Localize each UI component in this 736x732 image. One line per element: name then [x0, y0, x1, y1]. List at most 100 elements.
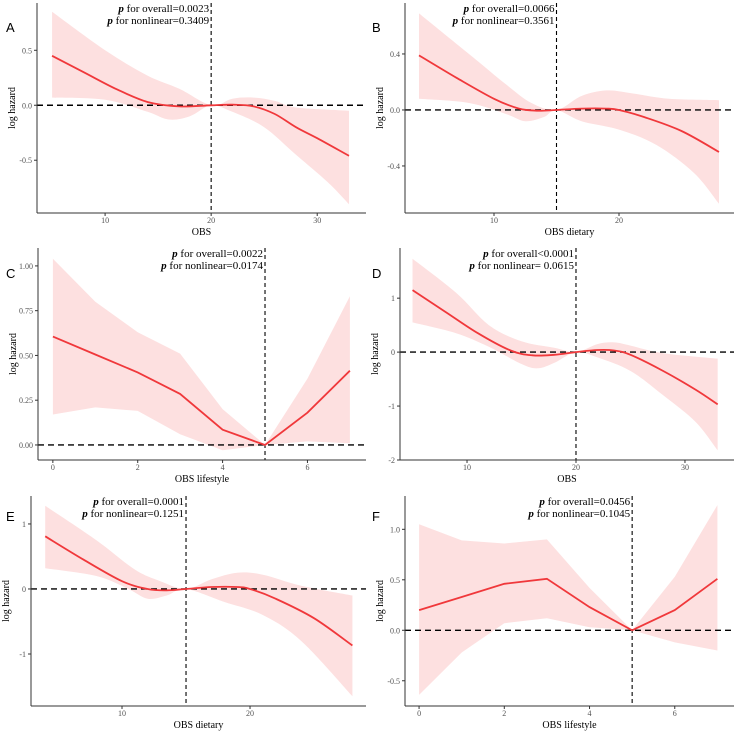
- p-symbol: p: [160, 260, 167, 272]
- hazard-curve: [418, 577, 718, 632]
- p-symbol: p: [106, 15, 113, 27]
- x-tick-label: 6: [305, 463, 309, 472]
- panel-e: 10 20 -1 0 1 OBS dietary log hazard Ep for over…: [1, 496, 366, 731]
- y-axis-title: log hazard: [375, 580, 386, 622]
- x-axis-title: OBS: [192, 227, 211, 238]
- y-tick-label: -2: [388, 456, 395, 465]
- x-tick-label: 10: [463, 463, 471, 472]
- p-value-annotation: p for nonlinear=0.1251: [81, 508, 184, 520]
- x-tick-label: 2: [502, 709, 506, 718]
- x-axis-title: OBS dietary: [174, 720, 224, 731]
- p-value-text: for overall=0.0022: [178, 248, 263, 260]
- confidence-band: [45, 505, 353, 697]
- x-tick-label: 20: [207, 216, 215, 225]
- y-axis-title: log hazard: [8, 333, 19, 375]
- hazard-curve: [51, 54, 350, 157]
- p-value-annotation: p for nonlinear=0.3409: [106, 15, 209, 27]
- y-tick-label: 0: [391, 348, 395, 357]
- p-value-annotation: p for nonlinear=0.0174: [160, 260, 263, 272]
- p-value-annotation: p for nonlinear=0.1045: [527, 508, 630, 520]
- y-tick-label: 0.5: [390, 576, 400, 585]
- x-tick-label: 20: [572, 463, 580, 472]
- y-tick-label: 0.4: [390, 50, 400, 59]
- p-symbol: p: [527, 508, 534, 520]
- x-axis-title: OBS: [557, 474, 576, 485]
- x-tick-label: 4: [588, 709, 592, 718]
- p-symbol: p: [452, 15, 459, 27]
- y-tick-label: 1.0: [390, 525, 400, 534]
- x-tick-label: 0: [51, 463, 55, 472]
- y-tick-label: 0.50: [19, 351, 33, 360]
- x-tick-label: 10: [118, 709, 126, 718]
- p-value-text: for nonlinear= 0.0615: [475, 260, 575, 272]
- y-axis-title: log hazard: [370, 333, 381, 375]
- x-tick-label: 4: [221, 463, 225, 472]
- y-tick-label: 1: [391, 294, 395, 303]
- x-tick-label: 30: [681, 463, 689, 472]
- x-axis-title: OBS lifestyle: [175, 474, 230, 485]
- p-value-annotation: p for overall<0.0001: [482, 248, 574, 260]
- x-tick-label: 2: [136, 463, 140, 472]
- panel-f: 0 2 4 6 -0.5 0.0 0.5 1.0 OBS lifestyle log hazard…: [372, 496, 734, 731]
- confidence-band: [419, 505, 718, 695]
- confidence-band: [52, 258, 350, 451]
- p-value-annotation: p for overall=0.0001: [92, 496, 184, 508]
- confidence-band: [52, 11, 350, 205]
- y-tick-label: 1.00: [19, 262, 33, 271]
- p-symbol: p: [92, 496, 99, 508]
- y-tick-label: -0.5: [19, 156, 32, 165]
- y-axis-title: log hazard: [375, 87, 386, 129]
- hazard-curve: [412, 289, 719, 406]
- x-tick-label: 10: [490, 216, 498, 225]
- p-value-text: for nonlinear=0.1045: [534, 508, 631, 520]
- y-tick-label: 0.0: [390, 626, 400, 635]
- p-symbol: p: [81, 508, 88, 520]
- panel-letter: D: [372, 266, 381, 281]
- p-value-annotation: p for nonlinear=0.3561: [452, 15, 555, 27]
- y-tick-label: 0.0: [22, 101, 32, 110]
- panel-letter: A: [6, 20, 15, 35]
- panel-c: 0 2 4 6 0.00 0.25 0.50 0.75 1.00 OBS lifestyle log…: [6, 248, 366, 485]
- p-value-text: for overall=0.0023: [124, 3, 210, 15]
- hazard-curve: [52, 335, 351, 447]
- p-value-annotation: p for overall=0.0456: [538, 496, 630, 508]
- p-symbol: p: [463, 3, 470, 15]
- p-symbol: p: [538, 496, 545, 508]
- y-tick-label: -0.5: [387, 677, 400, 686]
- panel-letter: E: [6, 509, 15, 524]
- p-value-text: for nonlinear=0.3561: [458, 15, 554, 27]
- y-tick-label: 0.5: [22, 46, 32, 55]
- p-symbol: p: [468, 260, 475, 272]
- x-axis-title: OBS lifestyle: [542, 720, 597, 731]
- y-axis-title: log hazard: [1, 580, 12, 622]
- p-value-annotation: p for overall=0.0022: [171, 248, 263, 260]
- p-symbol: p: [117, 3, 124, 15]
- panel-letter: C: [6, 266, 15, 281]
- p-value-annotation: p for overall=0.0023: [117, 3, 209, 15]
- x-tick-label: 6: [673, 709, 677, 718]
- panel-letter: B: [372, 20, 381, 35]
- panel-b: 10 20 -0.4 0.0 0.4 OBS dietary log hazard Bp fo…: [372, 3, 734, 238]
- x-tick-label: 20: [246, 709, 254, 718]
- p-value-text: for nonlinear=0.0174: [167, 260, 264, 272]
- y-tick-label: 0.25: [19, 396, 33, 405]
- p-value-text: for overall=0.0066: [469, 3, 555, 15]
- x-tick-label: 0: [417, 709, 421, 718]
- panel-a: 10 20 30 -0.5 0.0 0.5 OBS log hazard Ap for over…: [6, 3, 366, 238]
- y-tick-label: 0.75: [19, 307, 33, 316]
- y-tick-label: 0.00: [19, 441, 33, 450]
- p-symbol: p: [482, 248, 489, 260]
- hazard-curve: [418, 54, 720, 153]
- y-tick-label: 0.0: [390, 106, 400, 115]
- x-axis-title: OBS dietary: [545, 227, 595, 238]
- p-value-text: for overall=0.0456: [545, 496, 631, 508]
- y-tick-label: 0: [22, 585, 26, 594]
- p-value-text: for nonlinear=0.1251: [88, 508, 184, 520]
- p-value-text: for nonlinear=0.3409: [113, 15, 210, 27]
- p-value-text: for overall<0.0001: [489, 248, 574, 260]
- x-tick-label: 30: [313, 216, 321, 225]
- confidence-band: [412, 258, 718, 451]
- p-symbol: p: [171, 248, 178, 260]
- hazard-curve: [44, 535, 353, 647]
